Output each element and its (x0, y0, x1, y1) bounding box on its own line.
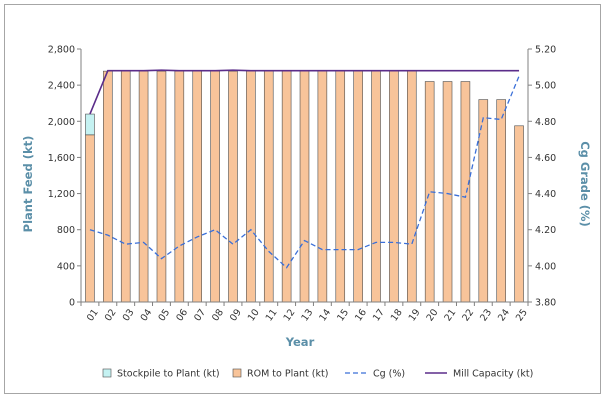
bar-rom-14 (317, 70, 328, 303)
bar-rom-17 (371, 70, 381, 303)
legend-label-stockpile: Stockpile to Plant (kt) (117, 369, 220, 380)
y-right-tick-label: 4.60 (535, 153, 556, 164)
x-tick-label: 06 (174, 307, 190, 323)
bar-rom-09 (228, 70, 238, 303)
y-right-tick-label: 4.80 (535, 117, 556, 128)
x-tick-label: 05 (156, 307, 172, 323)
bar-stockpile-01 (85, 113, 95, 136)
x-tick-label: 08 (210, 307, 226, 323)
chart-frame: 0 400 800 1,200 1,600 2,000 2,400 2,800 3.80 4.00… (4, 4, 601, 394)
x-tick-label: 12 (282, 307, 298, 323)
x-tick-label: 18 (389, 307, 405, 323)
chart: 0 400 800 1,200 1,600 2,000 2,400 2,800 3.80 4.00… (21, 45, 592, 380)
legend-label-cg: Cg (%) (373, 369, 405, 380)
bar-rom-15 (335, 70, 346, 303)
y-left-tick-label: 2,000 (48, 117, 75, 128)
y-right-tick-label: 5.00 (535, 81, 556, 92)
y-axis-right-title: Cg Grade (%) (578, 141, 592, 227)
legend-label-rom: ROM to Plant (kt) (247, 369, 328, 380)
series-line-cg (89, 75, 520, 269)
bar-rom-11 (263, 70, 274, 303)
bar-rom-16 (353, 70, 363, 303)
axes-layer (77, 48, 532, 306)
x-tick-label: 25 (514, 307, 530, 323)
bar-rom-08 (210, 70, 220, 303)
x-tick-label: 19 (407, 307, 423, 323)
legend-swatch-stockpile (102, 368, 112, 378)
x-tick-label: 24 (496, 307, 512, 323)
bar-rom-06 (174, 70, 185, 303)
y-left-tick-label: 2,800 (48, 45, 75, 56)
bar-rom-05 (156, 70, 167, 303)
bar-rom-03 (120, 70, 131, 303)
bar-rom-18 (389, 70, 399, 303)
bar-rom-01 (85, 134, 95, 303)
y-left-tick-label: 2,400 (48, 81, 75, 92)
x-tick-label: 07 (192, 307, 208, 323)
x-tick-label: 23 (478, 307, 494, 323)
x-tick-label: 01 (85, 307, 101, 323)
y-right-tick-label: 4.20 (535, 225, 556, 236)
x-tick-label: 11 (264, 307, 280, 323)
bar-rom-19 (407, 70, 417, 303)
x-tick-label: 16 (353, 307, 369, 323)
bar-rom-13 (299, 70, 310, 303)
y-axis-left-title: Plant Feed (kt) (21, 136, 35, 233)
bars-layer (85, 70, 524, 303)
bar-rom-02 (103, 70, 113, 303)
bar-rom-07 (192, 70, 202, 303)
y-left-tick-label: 800 (57, 225, 75, 236)
x-tick-label: 03 (121, 307, 137, 323)
y-left-tick-label: 0 (69, 298, 75, 309)
bar-rom-24 (496, 99, 506, 303)
x-tick-label: 17 (371, 307, 387, 323)
y-left-tick-label: 1,200 (48, 189, 75, 200)
x-tick-label: 13 (299, 307, 315, 323)
bar-rom-10 (246, 70, 256, 303)
y-right-tick-label: 3.80 (535, 298, 556, 309)
series-line-mill-capacity (89, 69, 520, 115)
legend-label-mill-capacity: Mill Capacity (kt) (453, 369, 533, 380)
x-tick-label: 04 (139, 307, 155, 323)
x-tick-label: 20 (425, 307, 441, 323)
legend-swatch-rom (232, 368, 242, 378)
x-tick-label: 02 (103, 307, 119, 323)
legend: Stockpile to Plant (kt) ROM to Plant (kt)… (102, 368, 533, 380)
bar-rom-21 (442, 81, 453, 303)
tick-labels-layer: 0 400 800 1,200 1,600 2,000 2,400 2,800 3.80 4.00… (48, 45, 556, 324)
y-left-tick-label: 400 (57, 261, 75, 272)
x-tick-label: 10 (246, 307, 262, 323)
x-tick-label: 09 (228, 307, 244, 323)
y-right-tick-label: 4.40 (535, 189, 556, 200)
bar-rom-25 (514, 125, 524, 303)
y-right-tick-label: 4.00 (535, 261, 556, 272)
x-tick-label: 15 (335, 307, 351, 323)
x-tick-label: 14 (317, 307, 333, 323)
lines-layer (89, 69, 520, 269)
y-left-tick-label: 1,600 (48, 153, 75, 164)
x-tick-label: 21 (442, 307, 458, 323)
x-tick-label: 22 (460, 307, 476, 323)
x-axis-title: Year (285, 335, 315, 349)
bar-rom-04 (138, 70, 149, 303)
bar-rom-22 (460, 81, 471, 303)
y-right-tick-label: 5.20 (535, 45, 556, 56)
